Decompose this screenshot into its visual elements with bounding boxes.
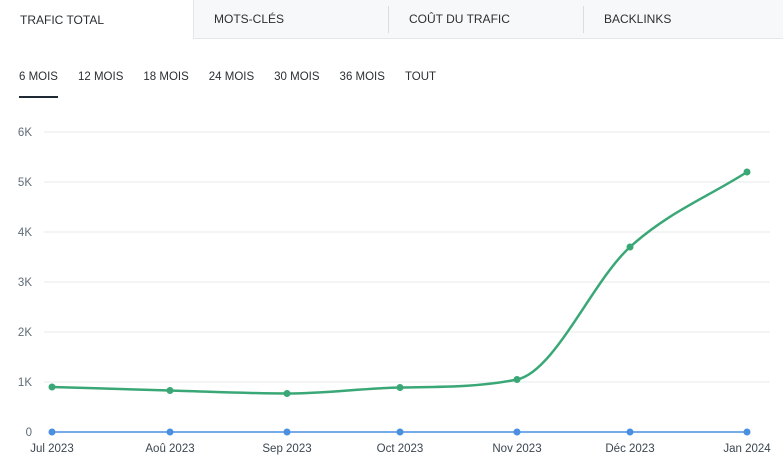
tab-bar: TRAFIC TOTAL MOTS-CLÉS COÛT DU TRAFIC BA… bbox=[0, 0, 783, 39]
data-point-baseline bbox=[743, 428, 751, 436]
period-12-mois[interactable]: 12 MOIS bbox=[77, 71, 124, 83]
tab-mots-cles[interactable]: MOTS-CLÉS bbox=[194, 0, 389, 39]
tab-label: TRAFIC TOTAL bbox=[20, 12, 105, 27]
data-point-traffic bbox=[743, 168, 751, 176]
series-line-traffic bbox=[51, 170, 748, 395]
x-tick-label: Jul 2023 bbox=[30, 443, 73, 455]
data-point-traffic bbox=[626, 243, 634, 251]
x-tick-label: Nov 2023 bbox=[492, 443, 541, 455]
tab-backlinks[interactable]: BACKLINKS bbox=[584, 0, 783, 39]
data-point-baseline bbox=[283, 428, 291, 436]
y-tick-label: 5K bbox=[18, 177, 32, 189]
x-tick-label: Oct 2023 bbox=[377, 443, 424, 455]
data-point-baseline bbox=[166, 428, 174, 436]
data-point-traffic bbox=[166, 387, 174, 394]
tab-separator bbox=[388, 6, 389, 33]
y-tick-label: 6K bbox=[18, 127, 32, 139]
period-36-mois[interactable]: 36 MOIS bbox=[339, 71, 385, 83]
data-point-traffic bbox=[513, 376, 521, 383]
y-tick-label: 2K bbox=[18, 327, 32, 339]
period-tout[interactable]: TOUT bbox=[404, 71, 437, 83]
data-point-baseline bbox=[396, 428, 404, 436]
tab-trafic-total[interactable]: TRAFIC TOTAL bbox=[0, 0, 194, 39]
data-point-baseline bbox=[626, 428, 634, 436]
y-tick-label: 4K bbox=[18, 227, 32, 239]
period-6-mois[interactable]: 6 MOIS bbox=[19, 62, 58, 98]
tab-cout-du-trafic[interactable]: COÛT DU TRAFIC bbox=[389, 0, 584, 39]
tab-label: MOTS-CLÉS bbox=[214, 12, 285, 26]
data-point-baseline bbox=[513, 428, 521, 436]
period-18-mois[interactable]: 18 MOIS bbox=[143, 71, 189, 83]
y-tick-label: 1K bbox=[18, 377, 32, 389]
x-tick-label: Jan 2024 bbox=[723, 443, 771, 455]
y-tick-label: 0 bbox=[26, 427, 32, 439]
x-tick-label: Aoû 2023 bbox=[145, 443, 194, 455]
period-selector: 6 MOIS 12 MOIS 18 MOIS 24 MOIS 30 MOIS 3… bbox=[19, 62, 456, 98]
data-point-baseline bbox=[48, 428, 56, 436]
y-tick-label: 3K bbox=[18, 277, 32, 289]
tab-label: COÛT DU TRAFIC bbox=[409, 12, 510, 26]
traffic-line-chart: 0 1K 2K 3K 4K 5K 6K Jul 2023 Aoû 2023 Sep 2023 Oct… bbox=[18, 127, 771, 455]
x-tick-label: Sep 2023 bbox=[262, 443, 311, 455]
tab-separator bbox=[583, 6, 584, 33]
period-24-mois[interactable]: 24 MOIS bbox=[208, 71, 255, 83]
data-point-traffic bbox=[283, 390, 291, 397]
data-point-traffic bbox=[48, 383, 56, 391]
data-point-traffic bbox=[396, 384, 404, 391]
period-30-mois[interactable]: 30 MOIS bbox=[274, 71, 320, 83]
tab-label: BACKLINKS bbox=[604, 12, 672, 26]
x-tick-label: Déc 2023 bbox=[605, 443, 654, 455]
